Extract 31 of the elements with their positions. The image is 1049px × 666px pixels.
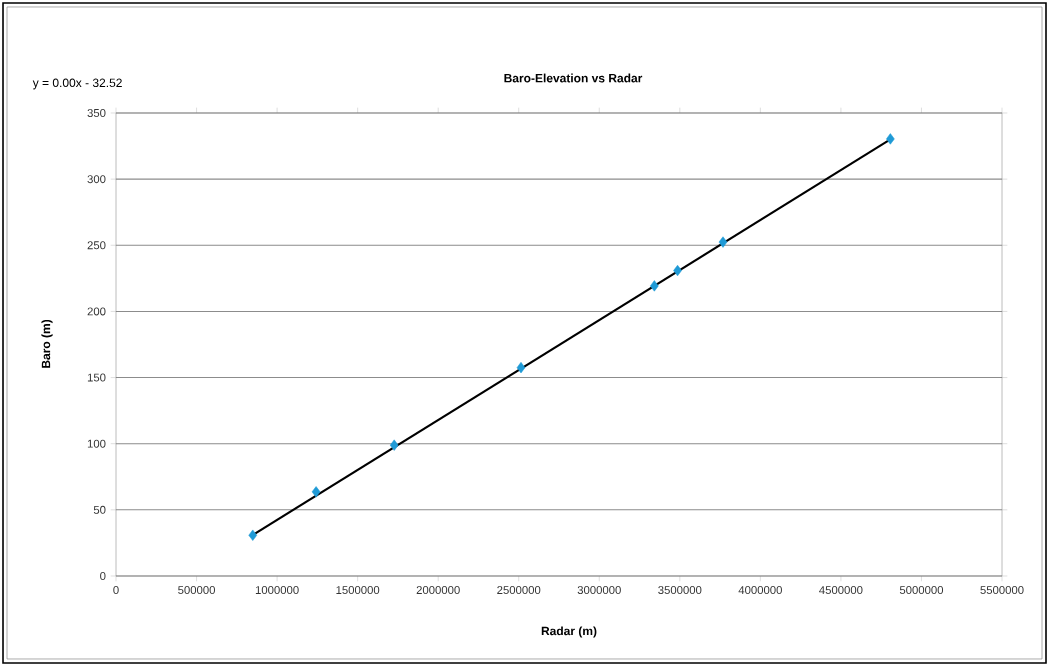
x-tick-label: 5000000 [899,586,944,595]
point [718,236,728,248]
x-tick-label: 3000000 [577,586,621,595]
y-tick-label: 150 [87,373,106,382]
point [311,486,321,498]
x-axis-title: Radar (m) [541,626,597,638]
x-tick-label: 0 [113,586,119,595]
point [650,280,659,292]
point [886,133,895,145]
y-tick-label: 350 [87,108,106,117]
y-tick-label: 50 [93,505,106,514]
y-tick-label: 0 [100,571,106,580]
x-tick-label: 4500000 [819,586,863,595]
x-tick-label: 2000000 [416,586,460,595]
text: y = 0.00x - 32.52 [32,78,122,90]
y-tick-label: 250 [87,241,106,250]
y-tick-label: 200 [87,307,106,316]
x-tick-label: 3500000 [658,586,702,595]
point [389,439,399,451]
point [516,362,526,374]
x-tick-label: 1000000 [255,586,299,595]
x-tick-label: 1500000 [336,586,380,595]
point [248,529,258,541]
x-tick-label: 2500000 [497,586,541,595]
x-tick-label: 500000 [178,586,216,595]
y-tick-label: 300 [87,175,106,184]
chart-title: Baro-Elevation vs Radar [504,73,643,83]
y-tick-label: 100 [87,439,106,448]
x-tick-label: 5500000 [980,586,1024,595]
y-axis-title: Baro (m) [41,319,53,368]
x-tick-label: 4000000 [738,586,782,595]
